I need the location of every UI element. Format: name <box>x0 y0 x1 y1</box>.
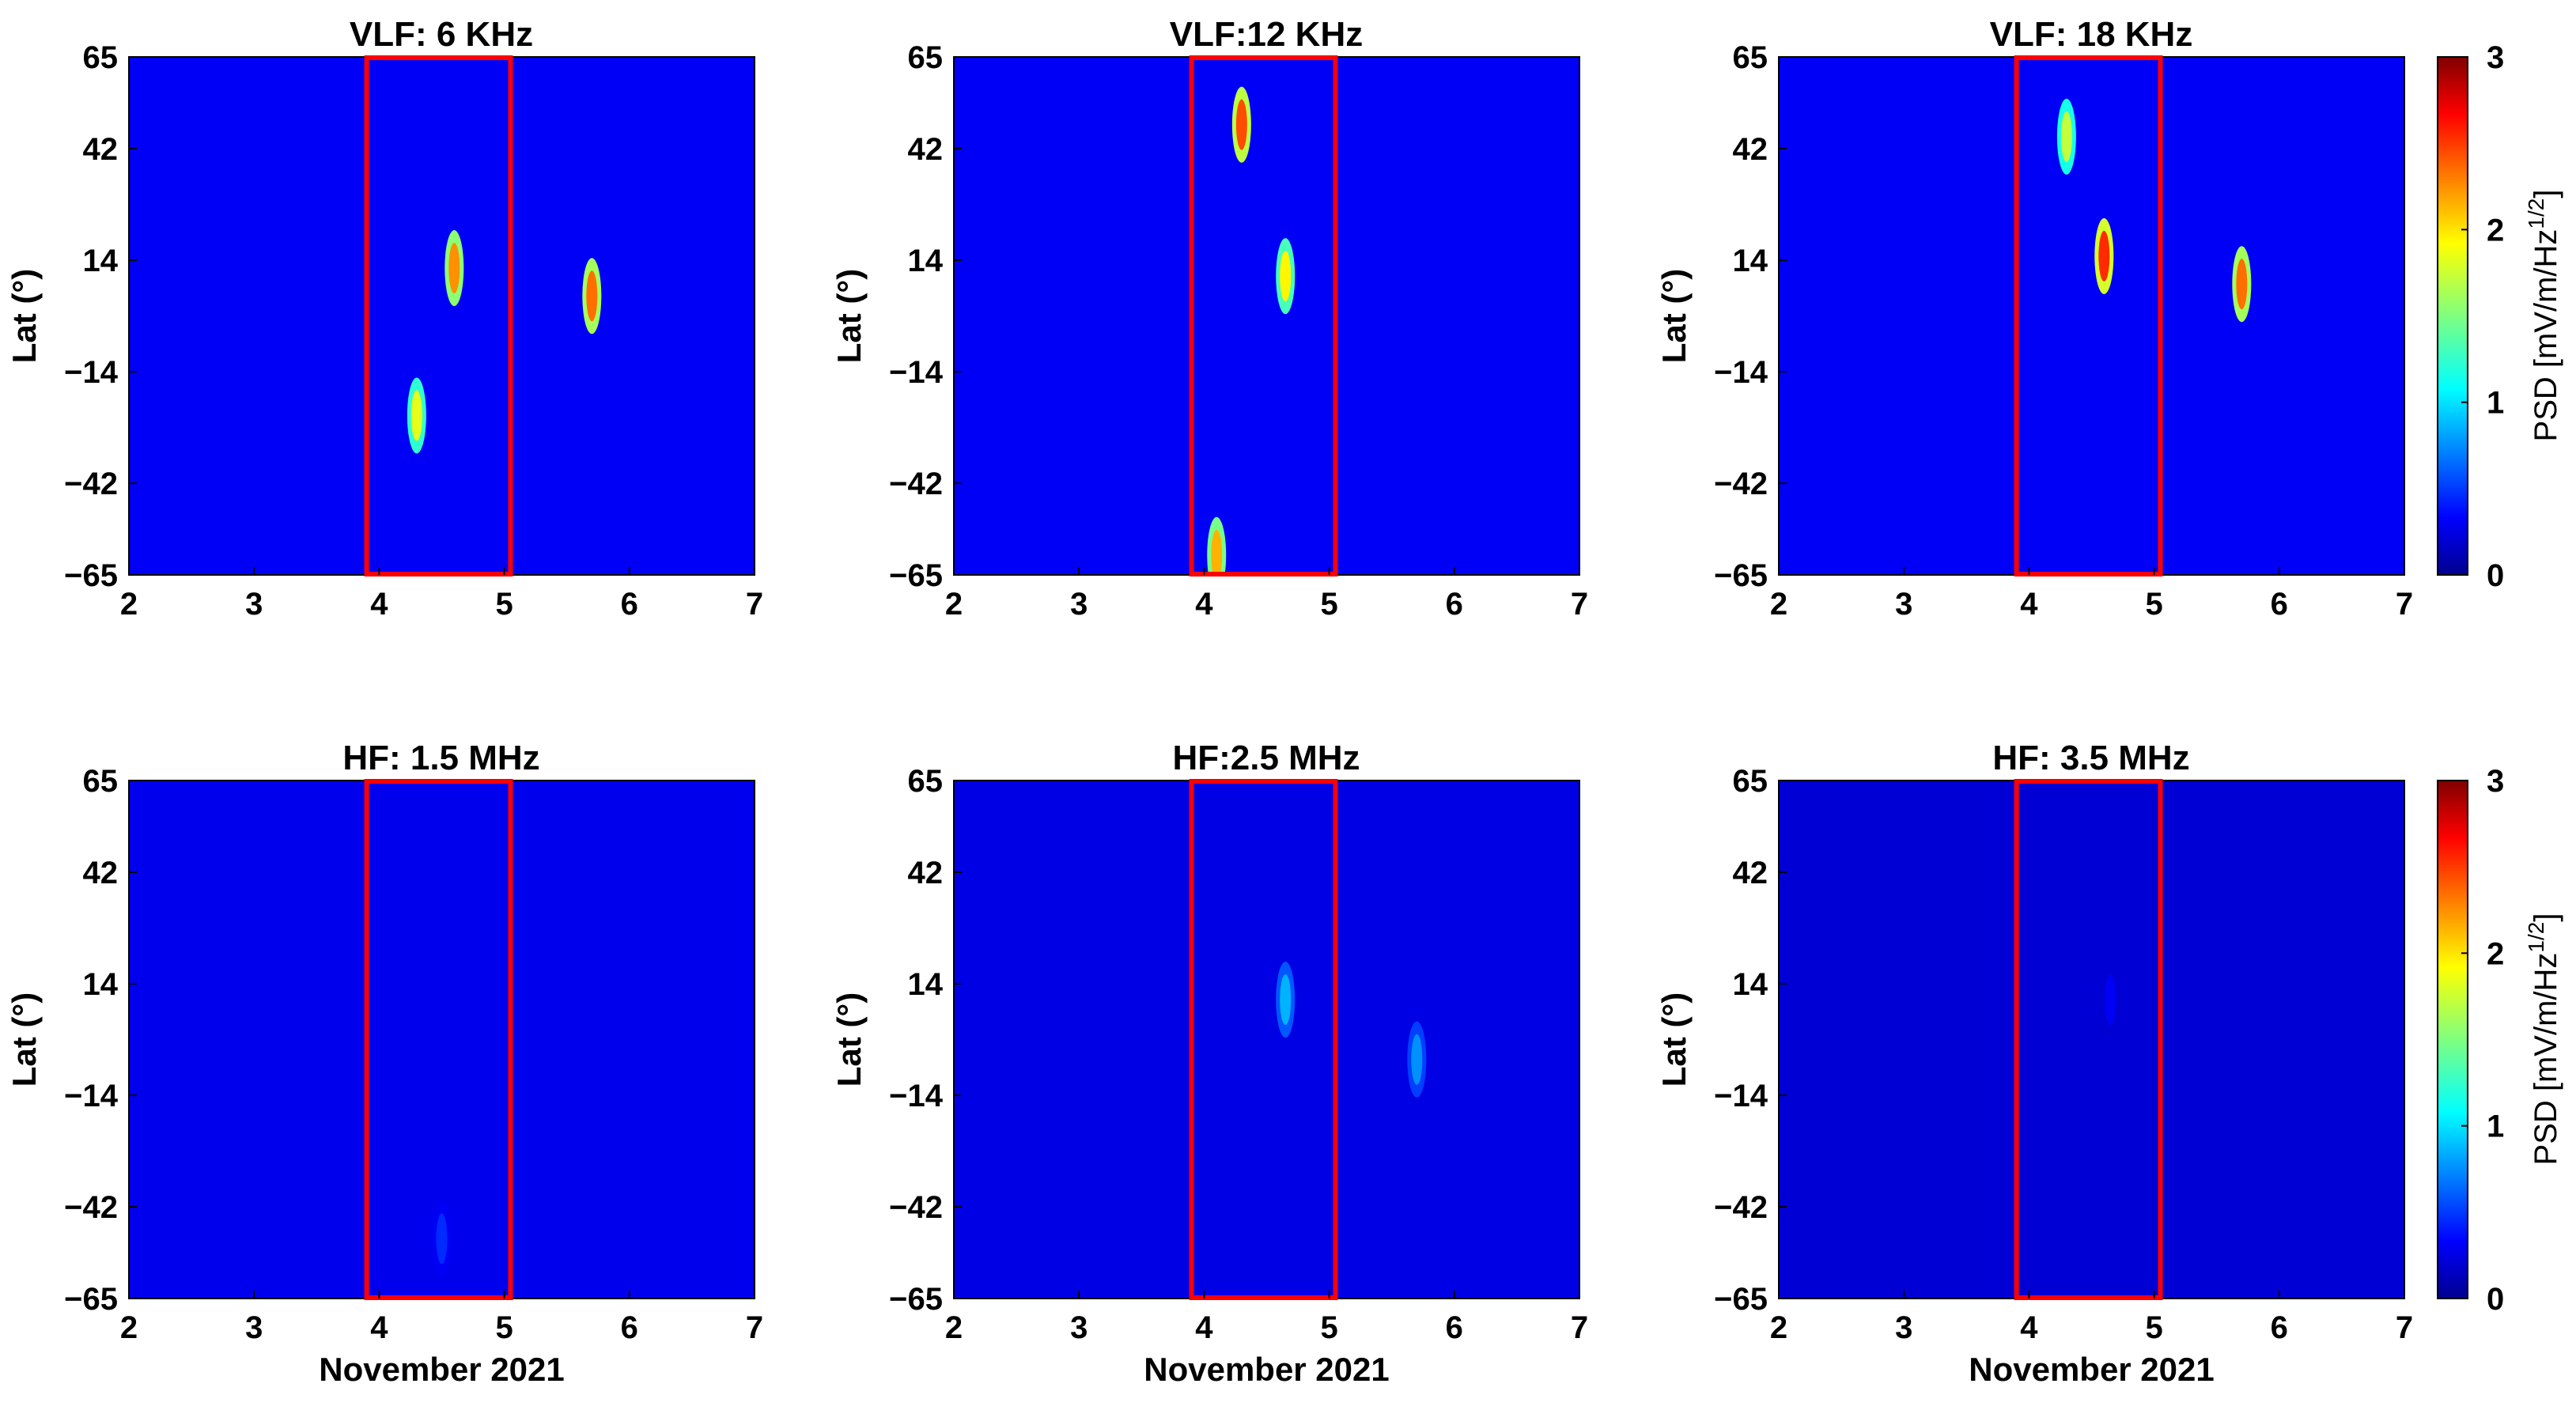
hotspot <box>586 270 598 322</box>
y-tick-label: 14 <box>83 244 119 278</box>
highlight-box <box>364 55 513 576</box>
x-tick-label: 7 <box>746 587 763 622</box>
x-tick-label: 5 <box>495 587 513 622</box>
y-tick-label: −42 <box>64 467 118 501</box>
y-tick-label: 65 <box>83 40 119 75</box>
panel-title: VLF: 6 KHz <box>350 15 533 54</box>
heatmap-background <box>129 57 755 575</box>
hotspot <box>410 390 422 441</box>
panel-title: VLF:12 KHz <box>1170 15 1363 54</box>
hotspot <box>448 243 460 294</box>
x-tick-label: 3 <box>245 587 263 622</box>
y-tick-label: 42 <box>83 132 119 167</box>
y-axis-label: Lat (°) <box>6 269 43 363</box>
x-tick-label: 4 <box>370 587 388 622</box>
y-tick-label: −14 <box>64 355 119 390</box>
y-tick-label: −65 <box>64 558 118 593</box>
x-tick-label: 6 <box>621 587 638 622</box>
panel-vlf-6khz: VLF: 6 KHz 2 3 4 5 6 7 65 42 14 −14 −42 −65 Lat (°) <box>6 15 763 622</box>
x-tick-label: 2 <box>120 587 138 622</box>
heatmap-background <box>954 57 1579 575</box>
